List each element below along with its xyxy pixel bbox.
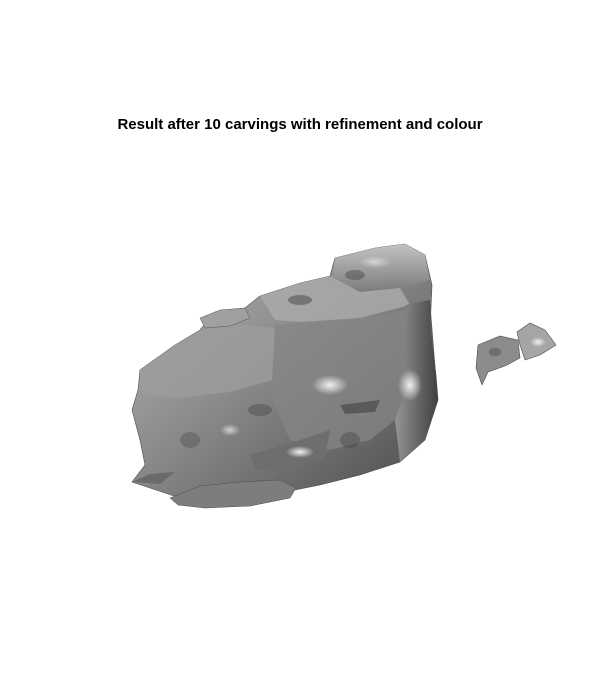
figure-title: Result after 10 carvings with refinement… xyxy=(117,116,483,133)
detached-fragment xyxy=(475,322,557,386)
main-shape xyxy=(131,243,439,509)
